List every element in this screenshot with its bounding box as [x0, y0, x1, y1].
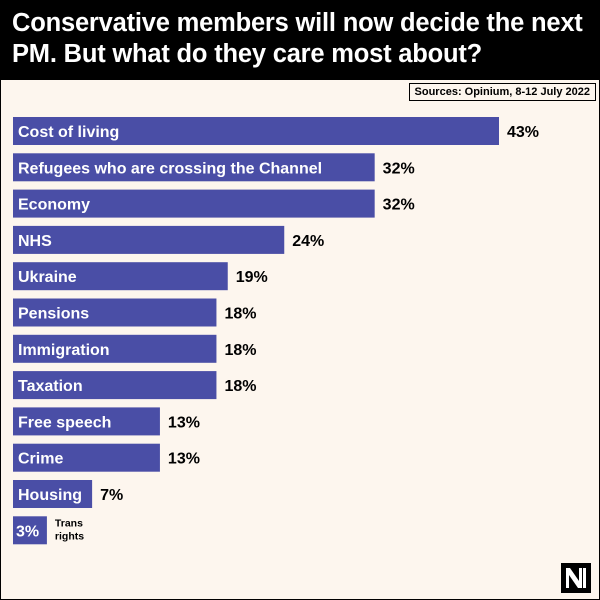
category-label: Free speech — [18, 414, 111, 431]
value-label: 18% — [224, 342, 256, 359]
bar-economy — [13, 189, 375, 218]
bar-ukraine — [13, 262, 228, 291]
bar-pensions — [13, 298, 217, 327]
category-label: Taxation — [18, 378, 83, 395]
value-label: 18% — [224, 378, 256, 395]
header: Conservative members will now decide the… — [0, 0, 600, 80]
bar-refugees-who-are-crossing-the-channel — [13, 153, 375, 182]
source-note: Sources: Opinium, 8-12 July 2022 — [408, 83, 596, 101]
bar-taxation — [13, 371, 217, 400]
value-label: 32% — [383, 197, 415, 214]
publisher-logo — [561, 563, 591, 593]
value-label: 32% — [383, 160, 415, 177]
category-label: Economy — [18, 197, 90, 214]
bar-immigration — [13, 334, 217, 363]
category-label: Refugees who are crossing the Channel — [18, 160, 322, 177]
value-label: 7% — [100, 487, 123, 504]
bar-trans-rights — [13, 516, 47, 545]
bar-nhs — [13, 225, 285, 254]
bar-crime — [13, 443, 160, 472]
chart-title: Conservative members will now decide the… — [12, 9, 583, 68]
logo-icon — [566, 568, 586, 588]
category-label: Immigration — [18, 342, 110, 359]
category-label: Housing — [18, 487, 82, 504]
category-label: NHS — [18, 233, 52, 250]
category-label: rights — [55, 530, 84, 542]
value-label: 43% — [507, 124, 539, 141]
category-label: Cost of living — [18, 124, 119, 141]
value-label: 13% — [168, 414, 200, 431]
value-label: 3% — [16, 523, 39, 540]
bar-free-speech — [13, 407, 160, 436]
category-label: Pensions — [18, 306, 89, 323]
value-label: 13% — [168, 451, 200, 468]
category-label: Ukraine — [18, 269, 77, 286]
value-label: 18% — [224, 306, 256, 323]
bar-housing — [13, 480, 93, 508]
category-label: Crime — [18, 451, 63, 468]
value-label: 19% — [236, 269, 268, 286]
value-label: 24% — [292, 233, 324, 250]
bar-cost-of-living — [13, 117, 499, 145]
category-label: Trans — [55, 517, 83, 529]
